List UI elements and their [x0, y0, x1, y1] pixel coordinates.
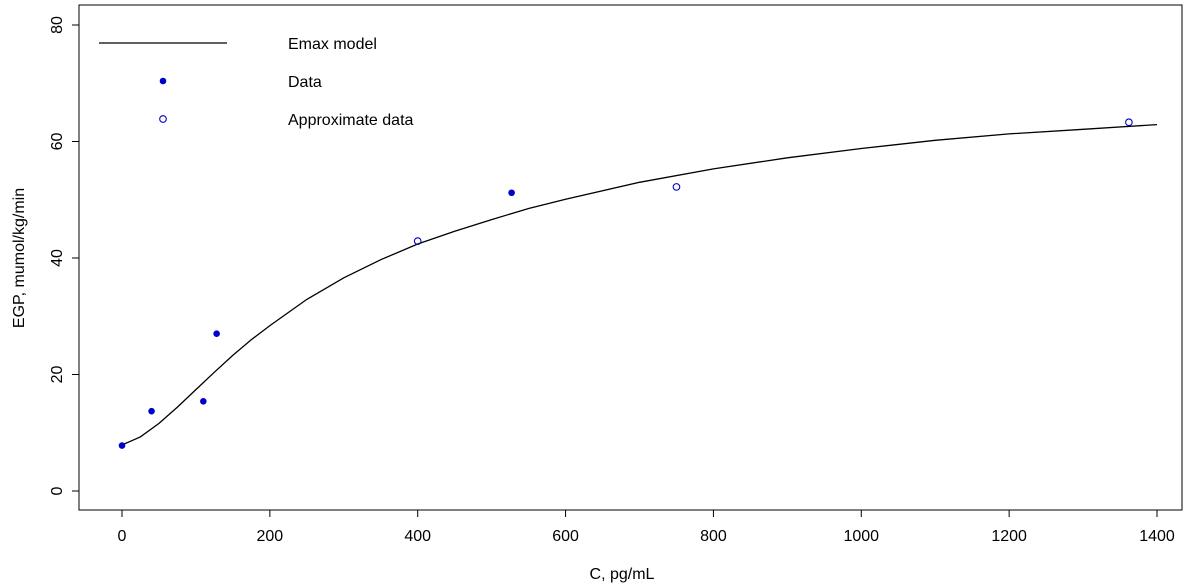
legend-label: Approximate data: [288, 112, 414, 129]
data-point: [213, 330, 220, 338]
legend-filled-point-swatch: [159, 77, 167, 85]
x-axis: 0 200 400 600 800 1000 1200 1400: [118, 509, 1175, 545]
x-tick-label: 400: [404, 528, 431, 545]
x-tick-label: 1000: [843, 528, 879, 545]
y-tick-label: 40: [49, 249, 66, 267]
legend-open-point-swatch: [159, 115, 167, 123]
data-point: [118, 442, 126, 449]
x-tick-label: 800: [700, 528, 727, 545]
y-axis: 0 20 40 60 80: [49, 16, 80, 495]
y-axis-label: EGP, mumol/kg/min: [11, 188, 28, 328]
y-tick-label: 80: [49, 16, 66, 34]
legend-label: Data: [288, 74, 322, 91]
x-tick-label: 200: [257, 528, 284, 545]
emax-model-curve: [121, 123, 1158, 446]
legend: Emax model Data Approximate data: [99, 36, 414, 129]
legend-label: Emax model: [288, 36, 377, 53]
y-tick-label: 60: [49, 133, 66, 151]
y-tick-label: 20: [49, 366, 66, 384]
plot-frame: [78, 4, 1183, 511]
approximate-data-point: [672, 183, 681, 191]
data-point: [148, 407, 155, 415]
x-tick-label: 0: [118, 528, 127, 545]
series-layer: [118, 118, 1158, 449]
x-tick-label: 600: [552, 528, 579, 545]
data-point: [508, 189, 515, 197]
approximate-data-point: [413, 237, 422, 245]
x-axis-label: C, pg/mL: [590, 566, 655, 583]
y-tick-label: 0: [49, 486, 66, 495]
x-tick-label: 1400: [1139, 528, 1175, 545]
approximate-data-point: [1125, 118, 1133, 127]
x-tick-label: 1200: [991, 528, 1027, 545]
data-point: [200, 397, 207, 405]
